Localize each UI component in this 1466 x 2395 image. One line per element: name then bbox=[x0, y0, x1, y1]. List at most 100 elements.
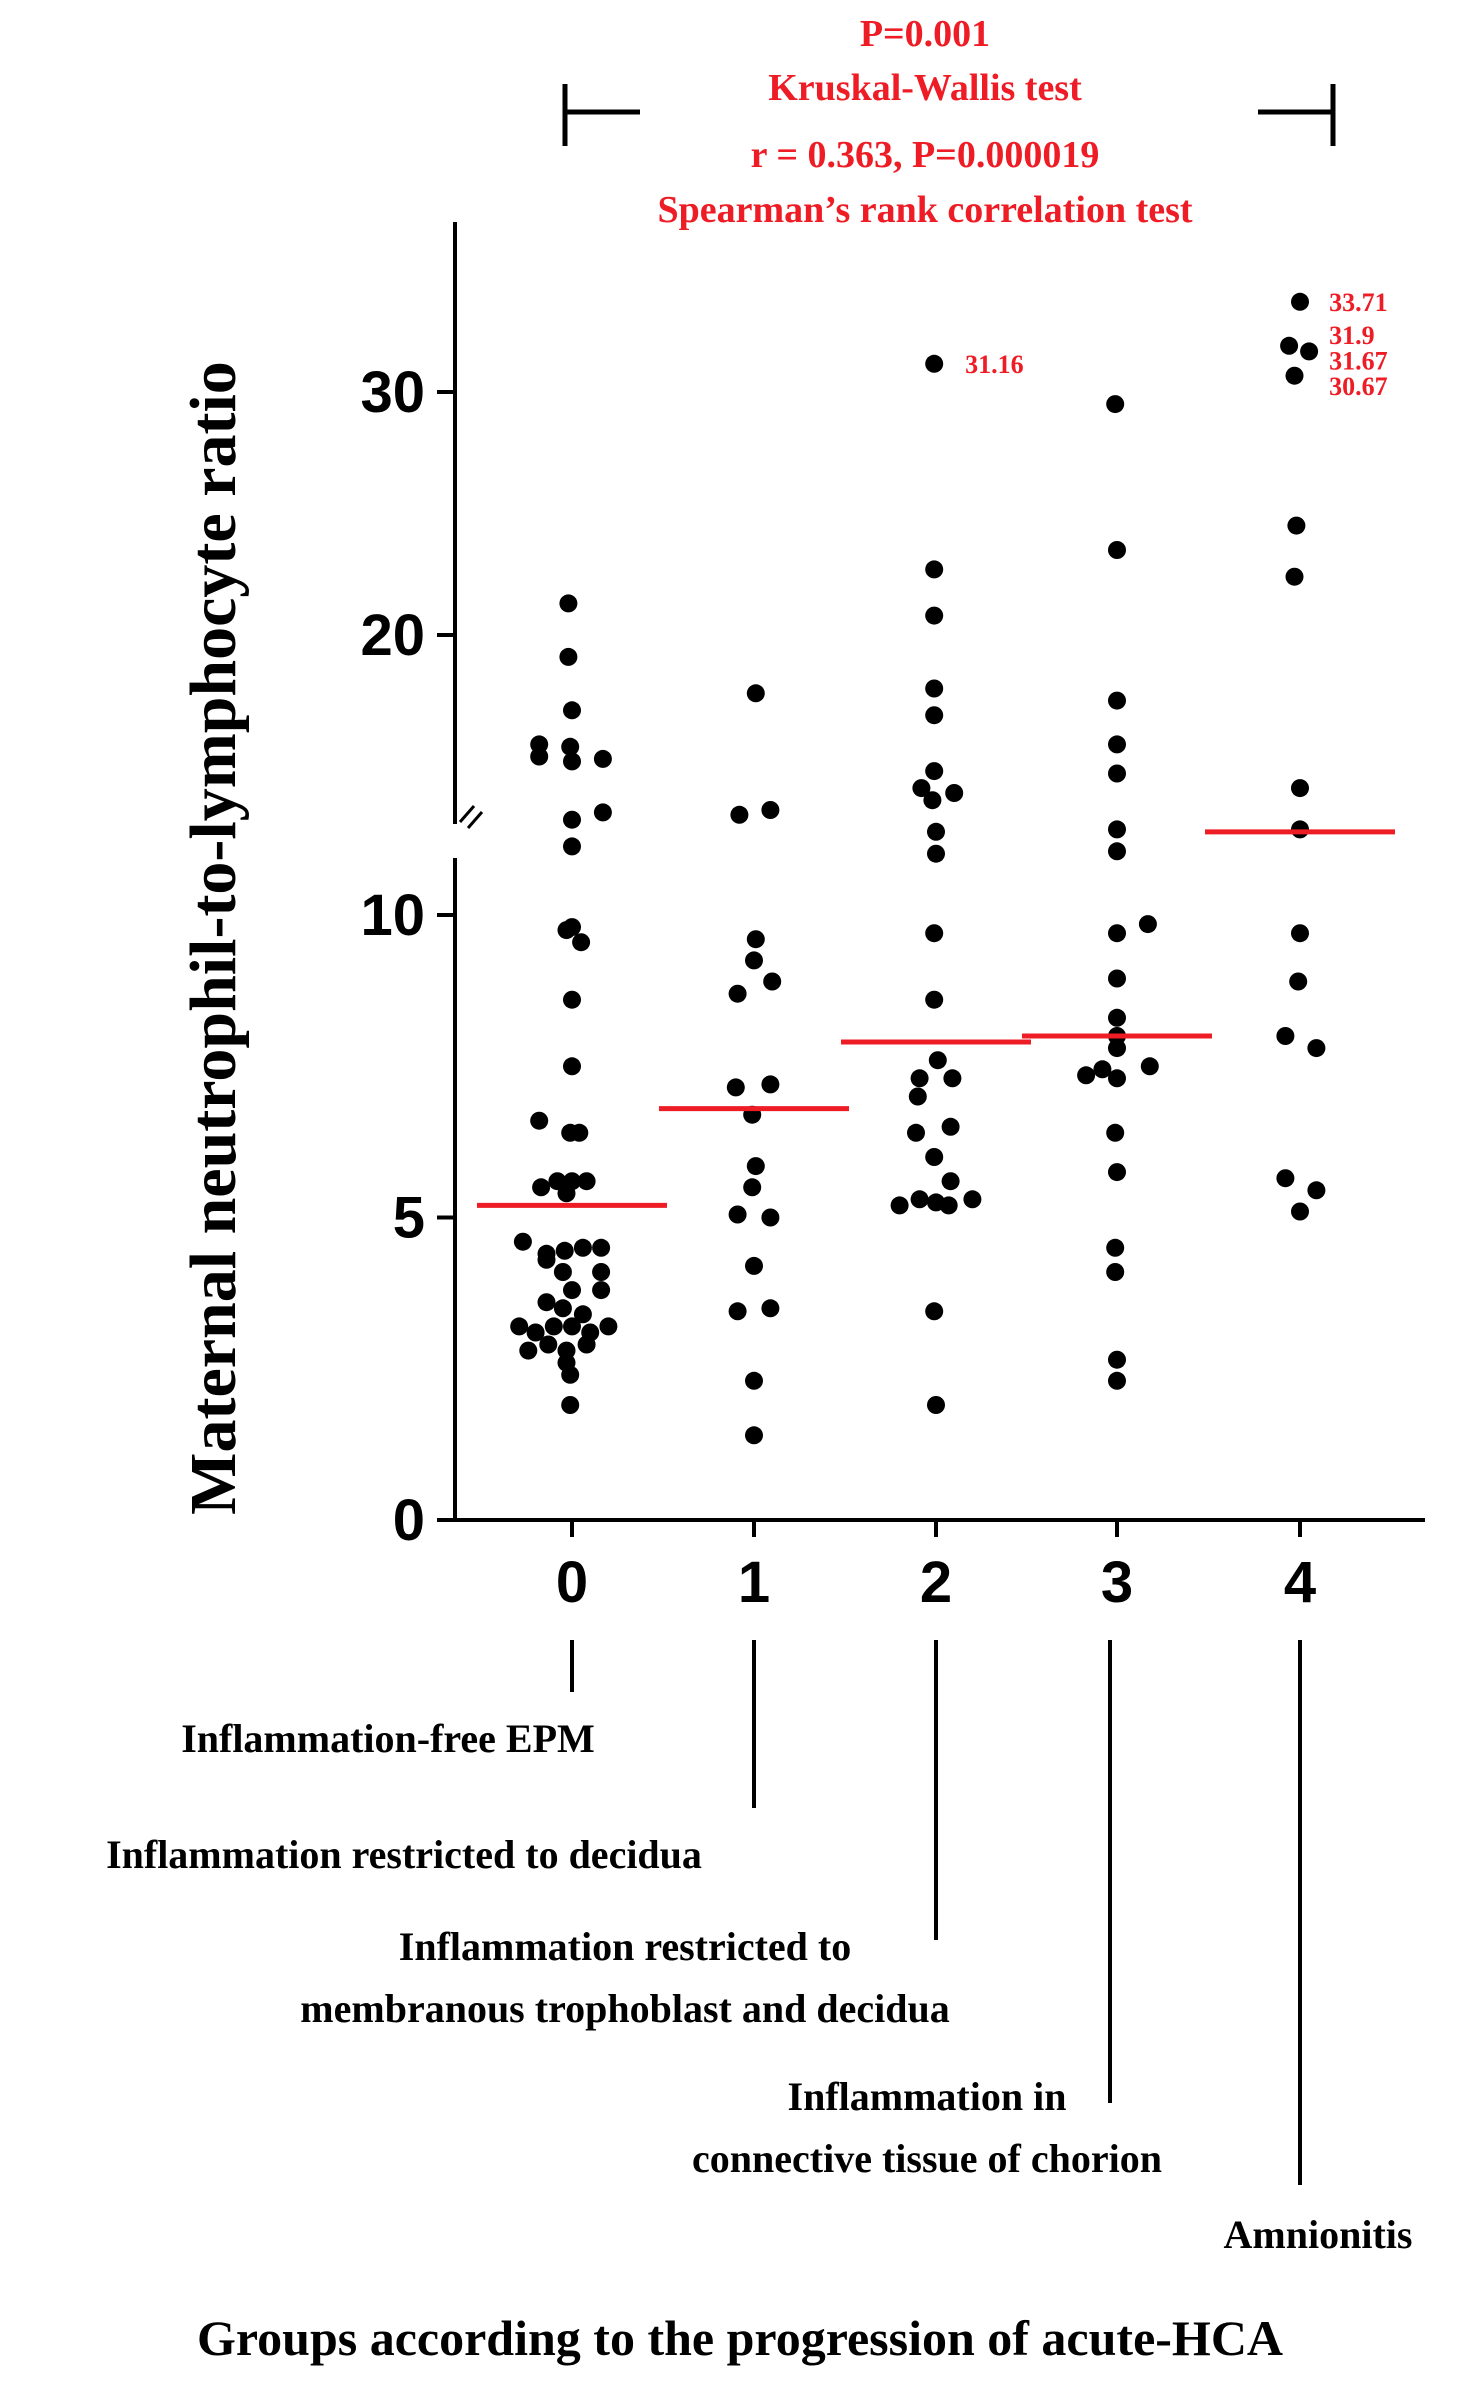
data-points bbox=[510, 292, 1326, 1445]
x-axis-title: Groups according to the progression of a… bbox=[197, 2310, 1283, 2366]
data-point bbox=[927, 844, 945, 863]
data-point bbox=[592, 1238, 611, 1257]
data-point bbox=[530, 1111, 549, 1130]
data-point bbox=[1291, 779, 1309, 798]
data-point bbox=[553, 1263, 572, 1281]
data-point bbox=[923, 791, 942, 810]
data-point bbox=[519, 1341, 538, 1360]
data-point bbox=[1108, 969, 1126, 988]
data-point bbox=[513, 1232, 532, 1251]
y-tick-label: 10 bbox=[360, 883, 425, 948]
data-point bbox=[572, 933, 591, 952]
group-description-label: Inflammation restricted to bbox=[399, 1924, 852, 1969]
data-point bbox=[1106, 1263, 1125, 1281]
data-point bbox=[561, 737, 580, 756]
data-point bbox=[563, 810, 581, 829]
data-point bbox=[563, 1057, 581, 1076]
data-point bbox=[563, 752, 581, 771]
point-value-label: 31.9 bbox=[1329, 321, 1375, 350]
data-point bbox=[1307, 1181, 1326, 1200]
data-point bbox=[1108, 691, 1126, 710]
x-tick-label: 1 bbox=[738, 1550, 770, 1615]
data-point bbox=[592, 1263, 611, 1281]
y-axis-break-mark-2 bbox=[466, 811, 484, 829]
group-description-label: Inflammation restricted to decidua bbox=[106, 1832, 702, 1877]
x-tick-label: 3 bbox=[1101, 1550, 1133, 1615]
data-point bbox=[577, 1172, 596, 1191]
data-point bbox=[746, 1157, 765, 1176]
data-point bbox=[912, 779, 931, 798]
point-value-label: 33.71 bbox=[1329, 288, 1388, 317]
data-point bbox=[1108, 842, 1126, 861]
data-point bbox=[1289, 972, 1308, 991]
data-point bbox=[925, 762, 944, 781]
data-point bbox=[1307, 1039, 1326, 1058]
data-point bbox=[557, 1184, 576, 1203]
data-point bbox=[510, 1317, 529, 1336]
data-point bbox=[1106, 1123, 1125, 1142]
data-point bbox=[728, 1302, 747, 1321]
data-point bbox=[1108, 820, 1126, 839]
data-point bbox=[927, 1396, 945, 1414]
data-point bbox=[728, 1205, 747, 1224]
data-point bbox=[593, 803, 612, 822]
data-point bbox=[743, 1178, 762, 1197]
x-axis-ticks: 0 1 2 3 4 bbox=[556, 1520, 1316, 1615]
data-point bbox=[573, 1305, 592, 1324]
data-point bbox=[1077, 1066, 1096, 1085]
data-point bbox=[1108, 1039, 1126, 1058]
group-description-label: Inflammation-free EPM bbox=[181, 1716, 595, 1761]
y-axis-break-mark-1 bbox=[458, 805, 476, 823]
data-point bbox=[555, 1241, 574, 1260]
kruskal-test-name: Kruskal-Wallis test bbox=[768, 67, 1082, 109]
data-point bbox=[1280, 336, 1299, 355]
data-point bbox=[726, 1078, 745, 1097]
data-point bbox=[563, 990, 581, 1009]
data-point bbox=[559, 647, 578, 666]
data-point bbox=[746, 930, 765, 949]
data-point bbox=[1276, 1027, 1295, 1045]
kruskal-p-value: P=0.001 bbox=[860, 13, 990, 55]
data-point bbox=[761, 1299, 780, 1318]
data-point bbox=[925, 606, 944, 625]
data-point bbox=[544, 1317, 563, 1336]
y-axis-ticks: 0 5 10 20 30 bbox=[360, 360, 455, 1553]
y-axis-title: Maternal neutrophil-to-lymphocyte ratio bbox=[177, 361, 250, 1515]
point-value-label: 30.67 bbox=[1329, 372, 1388, 401]
data-point bbox=[941, 1172, 960, 1191]
data-point bbox=[1291, 292, 1309, 311]
data-point bbox=[563, 837, 581, 856]
data-point bbox=[890, 1196, 909, 1215]
data-point bbox=[1108, 1350, 1126, 1369]
data-point bbox=[730, 805, 749, 824]
y-tick-label: 5 bbox=[393, 1186, 425, 1251]
group-descriptions: Inflammation-free EPM Inflammation restri… bbox=[106, 1640, 1412, 2257]
data-point bbox=[925, 679, 944, 698]
data-point bbox=[592, 1281, 611, 1300]
median-lines bbox=[477, 829, 1395, 1208]
data-point bbox=[907, 1123, 925, 1142]
data-point bbox=[908, 1087, 927, 1106]
y-tick-label: 20 bbox=[360, 603, 425, 668]
data-point bbox=[928, 1051, 947, 1070]
point-value-label: 31.67 bbox=[1329, 346, 1388, 375]
data-point bbox=[526, 1323, 545, 1342]
data-point bbox=[530, 747, 549, 766]
data-point bbox=[1140, 1057, 1159, 1076]
data-point bbox=[1093, 1060, 1112, 1079]
axes: 0 5 10 20 30 0 1 2 3 4 bbox=[360, 222, 1425, 1615]
spearman-test-name: Spearman’s rank correlation test bbox=[657, 189, 1192, 231]
data-point bbox=[559, 594, 578, 613]
data-point bbox=[557, 921, 576, 940]
data-point bbox=[573, 1238, 592, 1257]
data-point bbox=[537, 1293, 556, 1312]
data-point bbox=[925, 1302, 944, 1321]
data-point bbox=[1108, 735, 1126, 754]
data-point bbox=[745, 1371, 763, 1390]
data-point bbox=[561, 1396, 580, 1414]
data-point bbox=[745, 951, 763, 970]
data-point bbox=[941, 1117, 960, 1136]
data-point bbox=[563, 701, 581, 720]
